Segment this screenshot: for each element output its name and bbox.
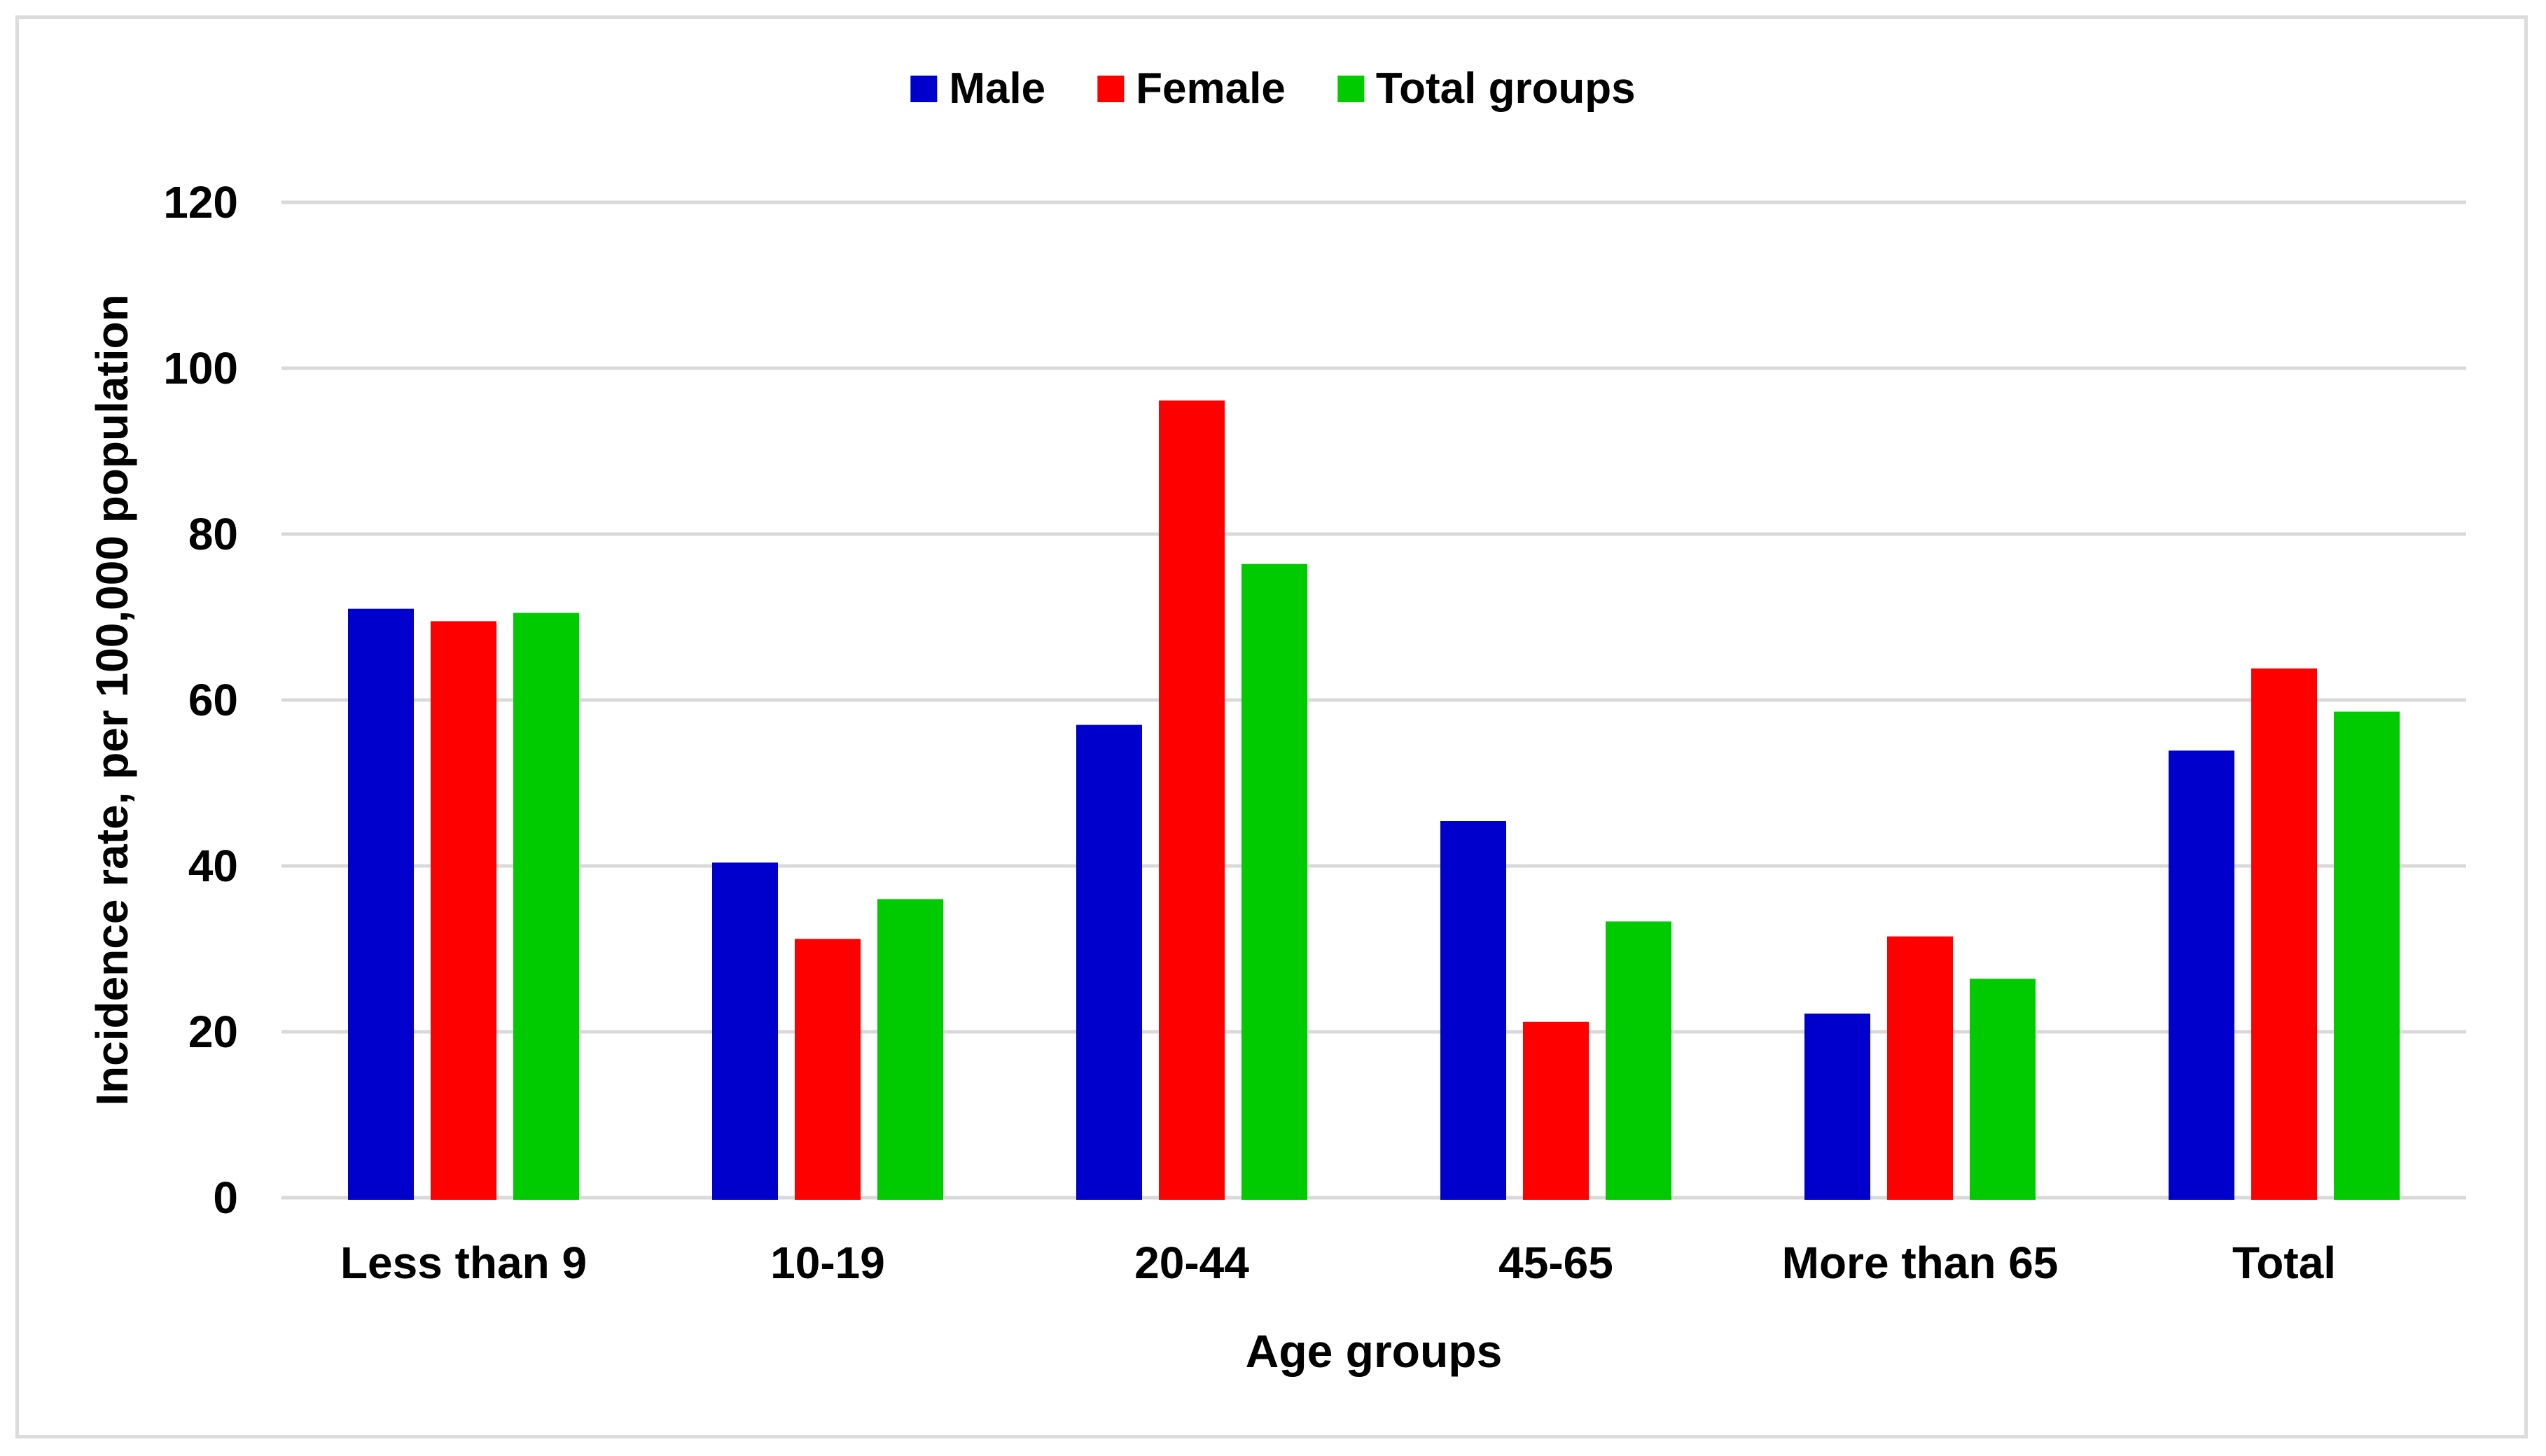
x-tick-label-10-19: 10-19 — [770, 1238, 885, 1288]
bar-male-45-65 — [1440, 821, 1506, 1200]
gridline-y-20 — [281, 1030, 2466, 1034]
bar-female-10-19 — [795, 939, 861, 1200]
legend-item-male: Male — [910, 67, 1045, 111]
chart-legend: Male Female Total groups — [910, 67, 1636, 111]
x-tick-label-20-44: 20-44 — [1134, 1238, 1249, 1288]
y-tick-label-120: 120 — [163, 177, 238, 227]
x-tick-label-45-65: 45-65 — [1498, 1238, 1613, 1288]
gridline-y-60 — [281, 698, 2466, 702]
x-tick-label-total: Total — [2232, 1238, 2337, 1288]
legend-item-total-groups: Total groups — [1337, 67, 1636, 111]
bar-female-more-than-65 — [1887, 936, 1953, 1200]
legend-swatch-icon — [1097, 76, 1125, 102]
y-tick-label-0: 0 — [213, 1172, 238, 1223]
legend-label: Total groups — [1375, 64, 1636, 113]
legend-swatch-icon — [1337, 76, 1364, 102]
bar-female-20-44 — [1159, 400, 1225, 1200]
bar-male-more-than-65 — [1804, 1013, 1870, 1200]
bar-male-less-than-9 — [348, 608, 414, 1200]
y-tick-label-40: 40 — [188, 841, 238, 891]
bar-male-total — [2169, 750, 2234, 1200]
bar-total-groups-total — [2334, 711, 2400, 1200]
bar-male-10-19 — [712, 862, 778, 1200]
bar-female-45-65 — [1523, 1021, 1589, 1200]
bar-total-groups-more-than-65 — [1970, 979, 2036, 1200]
legend-label: Female — [1136, 64, 1286, 113]
bar-total-groups-20-44 — [1241, 564, 1307, 1200]
bar-female-less-than-9 — [431, 621, 496, 1200]
legend-swatch-icon — [910, 76, 938, 102]
gridline-y-0 — [281, 1196, 2466, 1200]
bar-total-groups-45-65 — [1606, 921, 1671, 1200]
y-tick-label-60: 60 — [188, 675, 238, 725]
x-tick-label-more-than-65: More than 65 — [1781, 1238, 2059, 1288]
bar-total-groups-less-than-9 — [513, 612, 579, 1200]
gridline-y-120 — [281, 200, 2466, 204]
gridline-y-40 — [281, 864, 2466, 868]
legend-label: Male — [949, 64, 1046, 113]
legend-item-female: Female — [1097, 67, 1286, 111]
bar-female-total — [2251, 668, 2317, 1200]
bar-male-20-44 — [1076, 724, 1142, 1200]
gridline-y-100 — [281, 366, 2466, 370]
x-tick-label-less-than-9: Less than 9 — [340, 1238, 587, 1288]
gridline-y-80 — [281, 532, 2466, 536]
y-tick-label-100: 100 — [163, 343, 238, 393]
bar-total-groups-10-19 — [877, 899, 943, 1200]
y-tick-label-20: 20 — [188, 1007, 238, 1057]
y-tick-label-80: 80 — [188, 509, 238, 559]
x-axis-title: Age groups — [1245, 1325, 1503, 1377]
